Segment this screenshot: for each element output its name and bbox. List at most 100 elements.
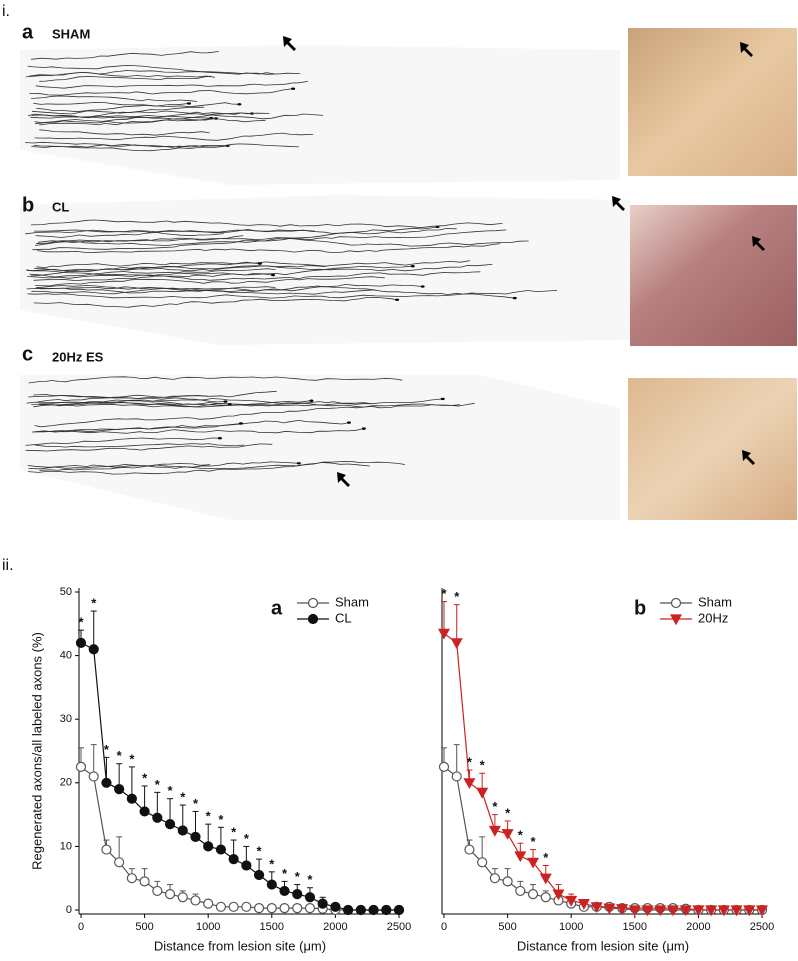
axon-tracing [27,461,406,469]
legend-label: Sham [698,594,732,609]
data-point [304,892,316,903]
axon-tracing [35,113,324,125]
axon-tracing [31,106,205,115]
micrograph [628,28,797,176]
micrograph [628,378,797,520]
x-tick-label: 1500 [623,921,647,933]
axon-tip [309,399,314,402]
axon-tracing [37,390,277,403]
y-tick-label: 50 [60,586,72,598]
axon-tracing [31,51,219,60]
data-point [603,903,616,915]
arrow [742,450,755,465]
axon-tracing [35,231,224,238]
axon-tip [237,103,242,106]
panel-letter: b [634,597,646,619]
axon-tip [186,102,191,105]
x-tick-label: 2500 [750,921,774,933]
significance-mark: * [467,755,473,770]
data-point [515,885,526,897]
data-point [304,902,316,914]
data-point [215,844,227,855]
legend-marker [669,614,683,626]
axon-tip [271,273,276,277]
data-point [114,784,125,795]
data-point [692,905,705,917]
data-point [75,637,87,648]
significance-mark: * [480,758,486,773]
axon-tracing [33,102,240,108]
series-line [80,766,399,911]
axon-tracing [32,228,457,251]
data-point [451,771,462,782]
axon-tracing [37,243,501,254]
data-point [139,876,150,887]
axon-tracing [34,132,314,141]
data-point [527,857,540,869]
significance-mark: * [78,615,84,630]
axon-tip [346,421,351,424]
significance-mark: * [505,805,511,820]
significance-mark: * [231,824,237,839]
data-point [75,761,87,773]
data-point [730,905,743,917]
axon-tracing [37,229,507,244]
axon-tracing [36,262,260,269]
data-point [476,787,489,799]
micrograph [630,205,797,346]
x-tick-label: 2000 [323,921,347,933]
data-point [253,902,265,914]
data-point [355,904,366,916]
axon-tip [420,285,425,288]
data-point [590,902,603,914]
axon-tracing [38,400,312,408]
axon-tracing [39,461,299,471]
axon-tip [238,422,243,425]
data-point [228,901,239,912]
significance-mark: * [193,796,199,811]
arrow [612,196,625,211]
significance-mark: * [91,596,97,611]
axon-tracing [30,116,217,121]
axon-tracing [27,462,370,475]
x-tick-label: 2000 [686,921,710,933]
axon-tracing [39,117,266,126]
axon-tracing [28,463,211,470]
data-point [139,806,150,817]
data-point [654,905,667,917]
axon-tip [257,262,262,265]
data-point [266,902,277,914]
data-point [292,888,303,900]
data-point [755,905,769,917]
y-tick-label: 30 [60,713,72,725]
axon-tracing [27,271,481,281]
x-tick-label: 0 [441,921,447,933]
data-point [88,644,99,655]
x-tick-label: 0 [78,921,84,933]
data-point [241,901,252,912]
axon-tracing [36,419,350,433]
data-point [488,825,501,837]
data-point [540,892,551,903]
data-point [539,873,552,885]
tracings [20,28,797,520]
data-point [152,812,163,823]
data-point [190,895,201,906]
axon-tracing [31,402,461,409]
data-point [743,905,756,917]
x-tick-label: 500 [135,921,153,933]
axon-tracing [26,398,372,405]
arrow [740,42,753,57]
data-point [501,829,514,840]
data-point [228,854,239,865]
arrow [283,36,296,51]
panel-letter: c [22,343,33,365]
axon-tracing [36,103,190,113]
data-point [266,879,277,890]
legend-marker [307,613,319,625]
significance-mark: * [492,799,498,814]
axon-tracing [25,226,438,235]
axon-tip [296,462,301,465]
data-point [215,901,227,912]
